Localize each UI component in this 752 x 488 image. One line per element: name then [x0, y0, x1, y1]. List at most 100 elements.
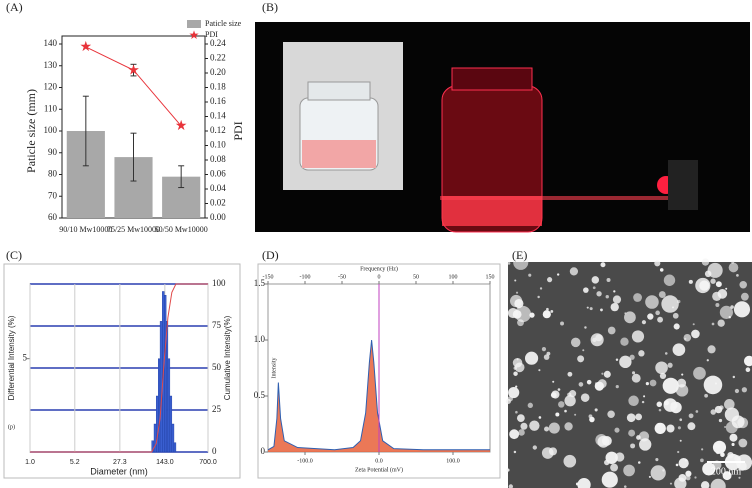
x2-tick-label: -150: [263, 274, 274, 280]
particle: [541, 347, 547, 352]
particle: [740, 292, 749, 301]
particle: [702, 462, 716, 476]
particle: [727, 451, 734, 459]
particle: [647, 313, 654, 320]
particle: [659, 268, 664, 272]
particle: [601, 471, 618, 488]
y-tick-label: 50: [212, 362, 222, 372]
error-bar: [82, 95, 89, 167]
y-tick-label: 80: [48, 169, 58, 179]
bar: [169, 395, 173, 453]
particle: [603, 370, 611, 378]
particle: [631, 373, 641, 383]
particle: [658, 408, 662, 412]
particle: [528, 273, 532, 277]
particle: [700, 481, 710, 488]
particle: [664, 352, 668, 355]
particle: [648, 475, 651, 479]
particle: [666, 424, 675, 433]
particle: [704, 393, 708, 398]
legend-swatch: ★: [189, 28, 200, 42]
line: [85, 46, 182, 127]
particle: [569, 267, 579, 276]
particle: [516, 358, 519, 361]
particle: [558, 401, 565, 408]
particle: [577, 355, 585, 363]
particle: [716, 450, 720, 455]
particle: [711, 322, 715, 326]
x-tick-label: 100.0: [446, 458, 460, 464]
particle: [509, 429, 520, 440]
particle: [594, 408, 598, 412]
particle: [703, 375, 723, 395]
x-tick-label: 75/25 Mw10000: [107, 225, 160, 234]
marker: ★: [175, 119, 188, 134]
particle: [722, 471, 732, 481]
particle: [594, 381, 604, 391]
particle: [570, 337, 581, 348]
photo-e: [505, 254, 752, 488]
particle: [725, 287, 728, 290]
particle: [620, 337, 629, 346]
particle: [688, 413, 694, 419]
particle: [675, 463, 679, 467]
y-tick-label: 0.24: [210, 38, 226, 48]
x-tick-label: -100.0: [297, 458, 313, 464]
particle: [661, 295, 679, 313]
particle: [551, 390, 560, 399]
particle: [613, 290, 616, 293]
particle: [623, 485, 627, 488]
particle: [624, 311, 636, 324]
legend-label: Paticle size: [205, 19, 242, 28]
particle: [677, 450, 680, 454]
particle: [688, 279, 693, 284]
x2-tick-label: 100: [449, 274, 458, 280]
particle: [714, 405, 723, 414]
particle: [589, 307, 593, 311]
particle: [543, 354, 550, 360]
x2-tick-label: -100: [300, 274, 311, 280]
y-axis-title: Paticle size (mm): [24, 89, 38, 173]
particle: [631, 330, 645, 343]
particle: [728, 262, 739, 273]
x-tick-label: 5.2: [70, 459, 80, 466]
particle: [707, 262, 723, 278]
particle: [667, 362, 673, 368]
particle: [675, 384, 689, 397]
particle: [539, 287, 543, 290]
particle: [693, 366, 706, 380]
particle: [529, 312, 535, 318]
particle: [538, 369, 541, 372]
x-tick-label: 0.0: [375, 458, 383, 464]
y-tick-label: 25: [212, 404, 222, 414]
particle: [584, 326, 587, 329]
particle: [724, 399, 735, 410]
particle: [614, 427, 620, 433]
particle: [513, 254, 529, 270]
x2-tick-label: 50: [413, 274, 419, 280]
particle: [610, 302, 619, 312]
particle: [577, 485, 580, 488]
y-unit: (p): [8, 423, 15, 430]
scale-label: 200 nm: [711, 466, 742, 477]
particle: [695, 410, 699, 413]
marker: ★: [80, 40, 93, 55]
x2-tick-label: 150: [486, 274, 495, 280]
particle: [507, 262, 511, 265]
particle: [663, 400, 669, 406]
particle: [731, 415, 745, 429]
particle: [514, 279, 517, 282]
particle: [641, 400, 645, 404]
particle: [589, 416, 595, 423]
x-tick-label: 143.0: [156, 459, 174, 466]
particle: [537, 295, 540, 299]
particle: [626, 413, 636, 423]
y-tick-label: 0: [212, 446, 217, 456]
particle: [564, 409, 567, 413]
y-tick-label: 120: [44, 82, 58, 92]
particle: [655, 361, 668, 375]
particle: [683, 333, 692, 342]
particle: [737, 461, 747, 471]
legend-swatch: [187, 20, 201, 28]
x-tick-label: 1.0: [25, 459, 35, 466]
